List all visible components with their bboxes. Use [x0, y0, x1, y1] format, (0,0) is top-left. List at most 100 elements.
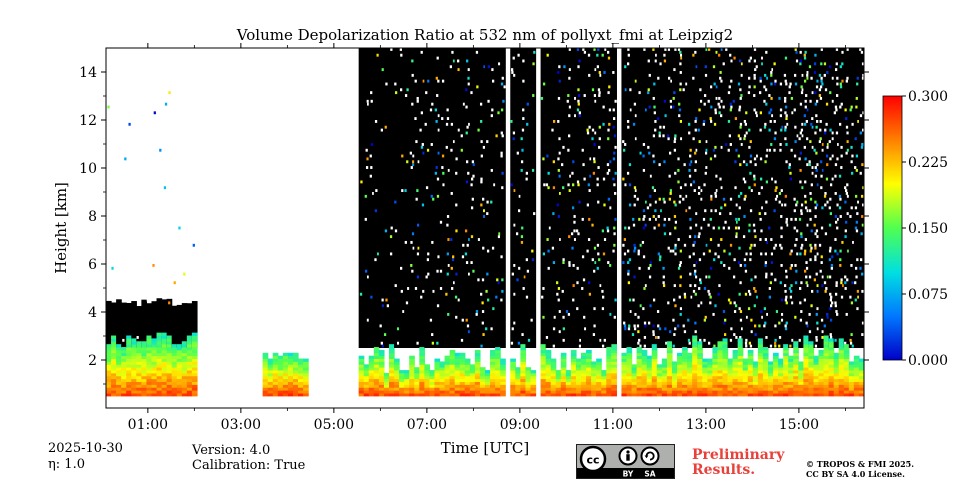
speckle-1749	[606, 226, 609, 230]
speckle-1573	[578, 94, 581, 97]
speckle-805	[421, 143, 424, 146]
layer-cell-405	[191, 355, 198, 359]
speckle-1627	[587, 183, 590, 187]
layer-cell-520	[298, 381, 304, 385]
layer-cell-3222	[798, 375, 804, 380]
layer-cell-3003	[773, 372, 779, 377]
speckle-1256	[510, 120, 513, 123]
speckle-1799	[612, 108, 615, 112]
speckle-367	[189, 186, 192, 190]
layer-cell-2241	[677, 390, 683, 394]
speckle-3114	[789, 177, 792, 181]
layer-cell-84	[121, 347, 127, 351]
layer-cell-3285	[803, 338, 810, 342]
speckle-2653	[734, 186, 737, 190]
speckle-2324	[694, 321, 697, 325]
layer-cell-1357	[530, 387, 537, 391]
speckle-3570	[834, 105, 838, 109]
layer-cell-233	[156, 375, 163, 380]
speckle-752	[410, 166, 413, 169]
layer-cell-1636	[586, 390, 592, 394]
layer-cell-406	[191, 352, 198, 357]
speckle-1009	[461, 255, 465, 259]
speckle-924	[446, 272, 449, 276]
layer-cell-866	[429, 372, 436, 377]
layer-cell-2558	[717, 367, 724, 371]
noise-background-343	[181, 303, 188, 348]
speckle-2504	[715, 85, 719, 89]
speckle-2139	[668, 197, 671, 201]
layer-cell-2198	[671, 390, 678, 394]
layer-cell-3284	[803, 341, 810, 345]
speckle-1866	[628, 163, 632, 167]
layer-cell-383	[186, 349, 193, 354]
speckle-2342	[694, 160, 698, 164]
layer-cell-3391	[813, 361, 820, 365]
layer-cell-1947	[636, 370, 643, 374]
layer-cell-103	[126, 349, 132, 354]
speckle-3413	[819, 137, 822, 141]
speckle-2811	[754, 333, 757, 336]
noise-background-1293	[520, 48, 527, 348]
speckle-1150	[486, 140, 489, 144]
layer-cell-1717	[596, 361, 602, 365]
layer-cell-867	[429, 370, 436, 374]
speckle-1248	[513, 292, 516, 296]
speckle-3418	[818, 88, 822, 92]
speckle-1997	[647, 266, 651, 270]
speckle-2232	[679, 88, 682, 92]
speckle-1255	[512, 131, 516, 135]
layer-cell-50	[116, 381, 122, 385]
speckle-2988	[774, 180, 777, 184]
layer-cell-5	[106, 387, 112, 391]
speckle-1631	[586, 128, 589, 132]
speckle-1821	[624, 327, 627, 331]
layer-cell-2482	[707, 364, 713, 368]
speckle-2175	[674, 304, 677, 308]
layer-cell-1644	[586, 367, 592, 371]
layer-cell-2448	[702, 361, 708, 365]
layer-cell-2520	[712, 358, 719, 362]
speckle-2694	[740, 143, 743, 146]
layer-cell-282	[166, 387, 173, 391]
speckle-1899	[633, 246, 637, 250]
speckle-1869	[629, 108, 633, 112]
speckle-2470	[710, 85, 713, 89]
layer-cell-1778	[606, 352, 612, 357]
layer-cell-445	[272, 384, 279, 388]
speckle-2686	[738, 246, 741, 250]
layer-cell-2129	[661, 364, 668, 368]
speckle-2174	[672, 318, 675, 322]
layer-cell-2169	[666, 341, 673, 345]
x-tick-label-4: 09:00	[500, 417, 540, 433]
speckle-2293	[688, 235, 692, 239]
speckle-1197	[498, 62, 501, 66]
layer-cell-2600	[722, 344, 729, 348]
speckle-3082	[784, 56, 788, 60]
speckle-3741	[856, 76, 859, 80]
speckle-3718	[856, 307, 859, 311]
layer-cell-281	[166, 390, 173, 394]
layer-cell-643	[378, 372, 385, 377]
speckle-3465	[825, 102, 829, 106]
speckle-2189	[673, 140, 676, 144]
layer-cell-1085	[469, 367, 476, 371]
layer-cell-3174	[793, 361, 799, 365]
speckle-2657	[732, 99, 735, 103]
speckle-2615	[729, 143, 732, 146]
speckle-906	[441, 154, 445, 158]
noise-background-3686	[848, 48, 855, 348]
speckle-1224	[501, 134, 504, 138]
speckle-1423	[551, 246, 555, 250]
speckle-958	[452, 140, 456, 144]
speckle-3417	[818, 94, 822, 97]
speckle-2959	[770, 73, 773, 77]
layer-cell-2627	[727, 390, 734, 394]
speckle-849	[431, 341, 434, 345]
layer-cell-3742	[853, 393, 860, 397]
speckle-875	[434, 171, 437, 175]
layer-cell-1407	[545, 378, 552, 382]
speckle-2221	[678, 200, 681, 204]
speckle-3187	[799, 287, 802, 290]
speckle-3300	[808, 209, 812, 213]
